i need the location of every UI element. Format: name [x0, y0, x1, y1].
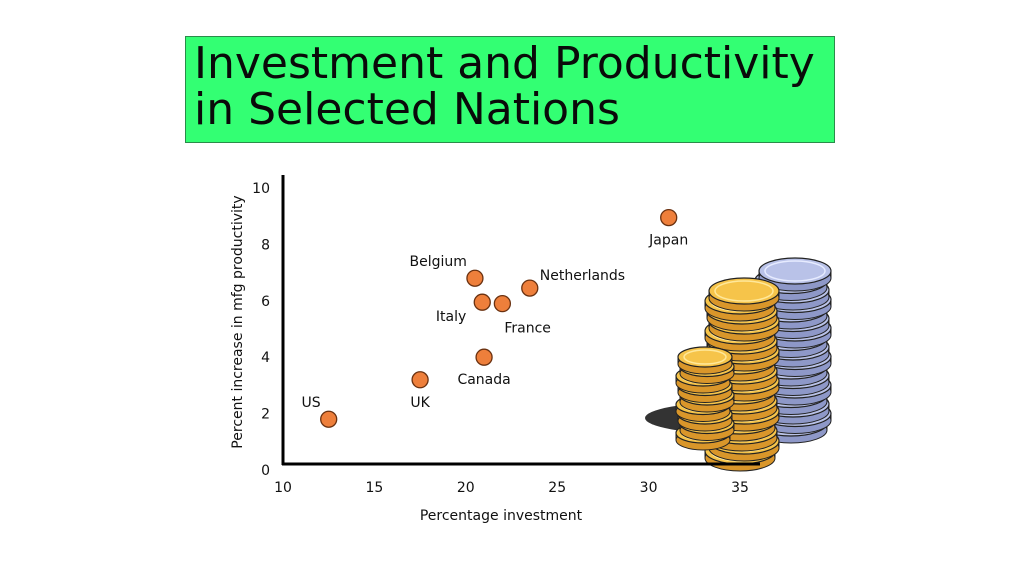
y-tick-label: 2: [261, 407, 270, 423]
y-tick-label: 0: [261, 463, 270, 479]
point-canada: [475, 348, 493, 366]
x-axis-title: Percentage investment: [420, 508, 583, 524]
point-label-italy: Italy: [436, 309, 466, 325]
gold-stack-short-coin: [677, 346, 733, 375]
silver-stack-coin: [758, 257, 832, 292]
point-label-uk: UK: [410, 395, 430, 411]
point-label-belgium: Belgium: [410, 254, 467, 270]
point-label-netherlands: Netherlands: [540, 268, 625, 284]
x-tick-label: 20: [457, 480, 475, 496]
point-netherlands: [521, 279, 539, 297]
y-tick-labels: 0 2 4 6 8 10: [252, 181, 270, 479]
y-tick-label: 8: [261, 237, 270, 253]
y-tick-label: 4: [261, 350, 270, 366]
point-label-us: US: [302, 395, 321, 411]
y-tick-label: 10: [252, 181, 270, 197]
y-tick-label: 6: [261, 294, 270, 310]
point-italy: [473, 293, 491, 311]
point-label-japan: Japan: [648, 233, 688, 249]
point-uk: [411, 371, 429, 389]
x-tick-labels: 10 15 20 25 30 35: [274, 480, 749, 496]
point-belgium: [466, 269, 484, 287]
point-label-canada: Canada: [457, 372, 510, 388]
x-tick-label: 10: [274, 480, 292, 496]
y-axis-title: Percent increase in mfg productivity: [230, 195, 246, 448]
coin-stacks-clipart: [645, 257, 832, 472]
x-tick-label: 30: [640, 480, 658, 496]
point-us: [320, 410, 338, 428]
x-tick-label: 15: [365, 480, 383, 496]
x-tick-label: 25: [548, 480, 566, 496]
chart-title: Investment and Productivity in Selected …: [194, 38, 815, 135]
point-japan: [660, 208, 678, 227]
point-france: [493, 294, 512, 313]
gold-stack-tall-coin: [708, 277, 780, 312]
data-points: US UK Canada Italy France Belgium Netherlands J…: [302, 208, 688, 428]
x-tick-label: 35: [731, 480, 749, 496]
title-box: Investment and Productivity in Selected …: [185, 36, 835, 143]
point-label-france: France: [504, 321, 551, 337]
